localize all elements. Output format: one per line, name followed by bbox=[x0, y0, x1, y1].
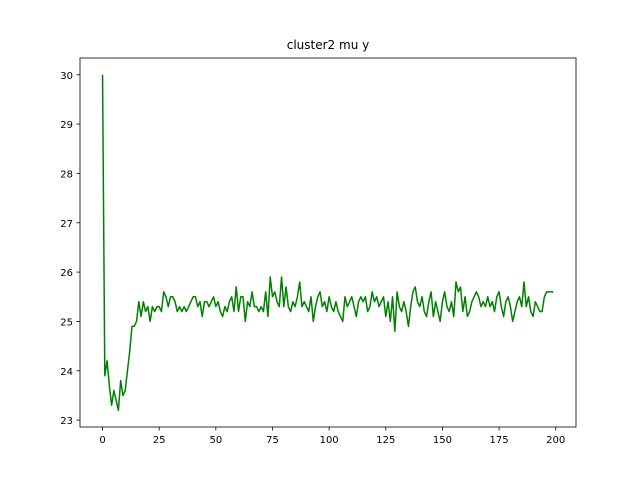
x-tick-label: 25 bbox=[153, 435, 166, 446]
y-tick-label: 26 bbox=[60, 268, 73, 279]
y-tick-label: 29 bbox=[60, 120, 73, 131]
x-tick-label: 200 bbox=[546, 435, 565, 446]
y-tick-label: 23 bbox=[60, 416, 73, 427]
x-tick-label: 75 bbox=[266, 435, 279, 446]
data-line bbox=[101, 74, 554, 411]
x-tick-label: 0 bbox=[99, 435, 105, 446]
x-tick-label: 50 bbox=[209, 435, 222, 446]
x-tick-label: 100 bbox=[320, 435, 339, 446]
y-tick-label: 25 bbox=[60, 317, 73, 328]
chart-title: cluster2 mu y bbox=[287, 38, 369, 52]
x-tick-label: 175 bbox=[490, 435, 509, 446]
y-tick-label: 24 bbox=[60, 367, 73, 378]
y-tick-label: 28 bbox=[60, 169, 73, 180]
x-tick-label: 125 bbox=[376, 435, 395, 446]
axes-frame bbox=[79, 57, 577, 428]
y-tick-label: 30 bbox=[60, 71, 73, 82]
x-tick-label: 150 bbox=[433, 435, 452, 446]
y-tick-label: 27 bbox=[60, 219, 73, 230]
